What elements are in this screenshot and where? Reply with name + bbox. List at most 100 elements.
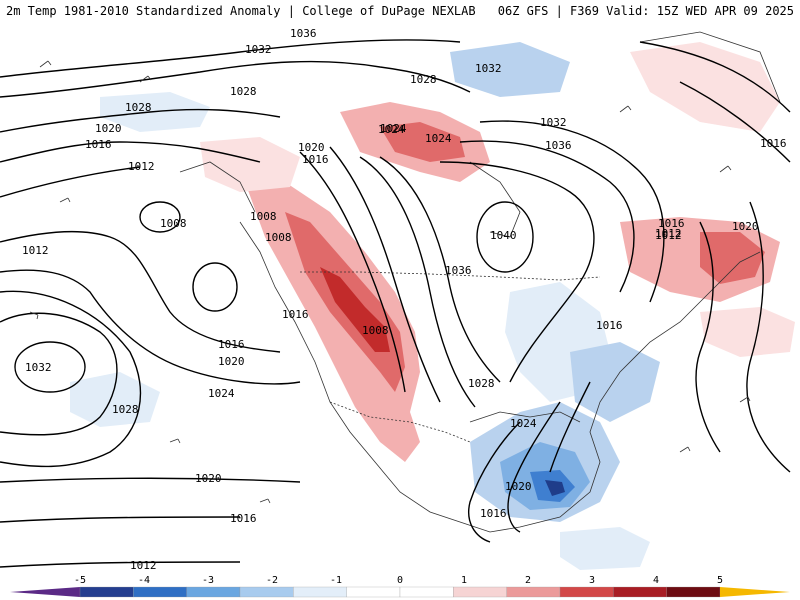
cold-anomaly-caribbean bbox=[560, 527, 650, 570]
warm-anomaly-east-core bbox=[700, 232, 765, 284]
isobar-line bbox=[695, 221, 721, 453]
isobar-label: 1016 bbox=[218, 338, 245, 351]
isobar-label: 1016 bbox=[596, 319, 623, 332]
colorbar-cell bbox=[293, 586, 347, 598]
isobar-label: 1032 bbox=[475, 62, 502, 75]
colorbar-label: 5 bbox=[717, 575, 723, 586]
isobar-label: 1024 bbox=[208, 387, 235, 400]
wind-barb bbox=[169, 438, 181, 444]
hudson-bay bbox=[469, 161, 521, 238]
isobar-label: 1008 bbox=[265, 231, 292, 244]
isobar-low bbox=[139, 201, 181, 233]
isobar-high bbox=[14, 341, 86, 393]
isobar-line bbox=[479, 120, 665, 303]
isobar-label: 1040 bbox=[490, 229, 517, 242]
isobar-label: 1016 bbox=[658, 217, 685, 230]
isobar-label: 1020 bbox=[95, 122, 122, 135]
isobar-label: 1012 bbox=[130, 559, 157, 572]
isobar-line bbox=[679, 81, 791, 163]
isobar-label: 1032 bbox=[25, 361, 52, 374]
colorbar-cell bbox=[79, 586, 134, 598]
colorbar-label: -4 bbox=[138, 575, 150, 586]
colorbar-cell bbox=[559, 586, 614, 598]
isobar-label: 1020 bbox=[732, 220, 759, 233]
wind-barb bbox=[139, 75, 152, 83]
isobar-line bbox=[0, 516, 241, 523]
wind-barb bbox=[39, 60, 52, 68]
colorbar-left-arrow bbox=[10, 587, 80, 597]
isobar-label: 1008 bbox=[160, 217, 187, 230]
isobar-line bbox=[0, 108, 281, 133]
wind-barb bbox=[59, 197, 71, 203]
colorbar-label: -1 bbox=[330, 575, 342, 586]
isobar-line bbox=[468, 421, 521, 543]
isobar-high bbox=[476, 201, 534, 273]
isobar-line bbox=[639, 41, 791, 113]
greenland-coast bbox=[639, 31, 781, 103]
isobar-label: 1016 bbox=[230, 512, 257, 525]
isobar-label: 1012 bbox=[22, 244, 49, 257]
cold-anomaly-southeast bbox=[570, 342, 660, 422]
warm-anomaly-atlantic bbox=[700, 307, 795, 357]
us-mexico-border bbox=[329, 401, 471, 443]
colorbar-cells bbox=[79, 586, 721, 598]
isobar-label: 1028 bbox=[112, 403, 139, 416]
isobar-labels: 1036 1032 1028 1020 1016 1012 1008 1008 … bbox=[22, 27, 787, 572]
isobar-label: 1008 bbox=[362, 324, 389, 337]
isobar-label: 1028 bbox=[410, 73, 437, 86]
us-canada-border bbox=[300, 271, 601, 281]
wind-barb bbox=[29, 311, 39, 320]
isobar-line bbox=[0, 230, 281, 353]
isobar-line bbox=[359, 156, 476, 408]
isobar-label: 1028 bbox=[230, 85, 257, 98]
isobar-label: 1008 bbox=[250, 210, 277, 223]
colorbar-cell bbox=[346, 586, 401, 598]
gulf-coast bbox=[469, 411, 581, 423]
model-valid-time: 06Z GFS | F369 Valid: 15Z WED APR 09 202… bbox=[497, 4, 794, 18]
colorbar-cell bbox=[399, 586, 454, 598]
product-title: 2m Temp 1981-2010 Standardized Anomaly |… bbox=[6, 4, 476, 18]
warm-anomaly-west-peak bbox=[320, 267, 390, 352]
isobar-label: 1012 bbox=[128, 160, 155, 173]
isobar-line bbox=[0, 39, 461, 78]
anomaly-colorbar: -5 -4 -3 -2 -1 0 1 2 3 4 5 bbox=[0, 572, 800, 600]
isobar-line bbox=[0, 290, 142, 468]
coastlines bbox=[179, 31, 781, 533]
isobar-line bbox=[0, 312, 118, 436]
map-header: 2m Temp 1981-2010 Standardized Anomaly |… bbox=[0, 0, 800, 22]
isobar-label: 1024 bbox=[510, 417, 537, 430]
isobar-label: 1016 bbox=[282, 308, 309, 321]
wind-barb bbox=[719, 165, 732, 173]
north-america-coast bbox=[239, 221, 761, 533]
isobar-label: 1024 bbox=[380, 122, 407, 135]
colorbar-label: 2 bbox=[525, 575, 531, 586]
anomaly-shading bbox=[70, 42, 795, 570]
warm-anomaly-greenland bbox=[630, 42, 780, 132]
weather-map: 1036 1032 1028 1020 1016 1012 1008 1008 … bbox=[0, 22, 800, 572]
alaska-coast bbox=[179, 161, 256, 213]
isobar-label: 1036 bbox=[545, 139, 572, 152]
isobar-line bbox=[299, 151, 406, 393]
colorbar-label: -5 bbox=[74, 575, 86, 586]
colorbar-cell bbox=[613, 586, 667, 598]
isobar-label: 1016 bbox=[760, 137, 787, 150]
wind-barb bbox=[259, 498, 271, 504]
isobar-label: 1020 bbox=[505, 480, 532, 493]
warm-anomaly-west bbox=[245, 172, 420, 462]
isobar-line bbox=[0, 166, 141, 198]
isobar-line bbox=[459, 140, 635, 293]
isobar-label: 1028 bbox=[468, 377, 495, 390]
isobar-label: 1024 bbox=[378, 123, 405, 136]
wind-barb bbox=[679, 446, 691, 453]
isobar-low bbox=[192, 262, 238, 312]
isobar-label: 1020 bbox=[298, 141, 325, 154]
colorbar-label: 1 bbox=[461, 575, 467, 586]
colorbar-label: -3 bbox=[202, 575, 214, 586]
isobar-label: 1020 bbox=[195, 472, 222, 485]
isobars bbox=[0, 39, 791, 568]
isobar-label: 1020 bbox=[218, 355, 245, 368]
colorbar-cell bbox=[453, 586, 507, 598]
isobar-line bbox=[507, 401, 561, 533]
isobar-label: 1036 bbox=[290, 27, 317, 40]
colorbar-label: 3 bbox=[589, 575, 595, 586]
